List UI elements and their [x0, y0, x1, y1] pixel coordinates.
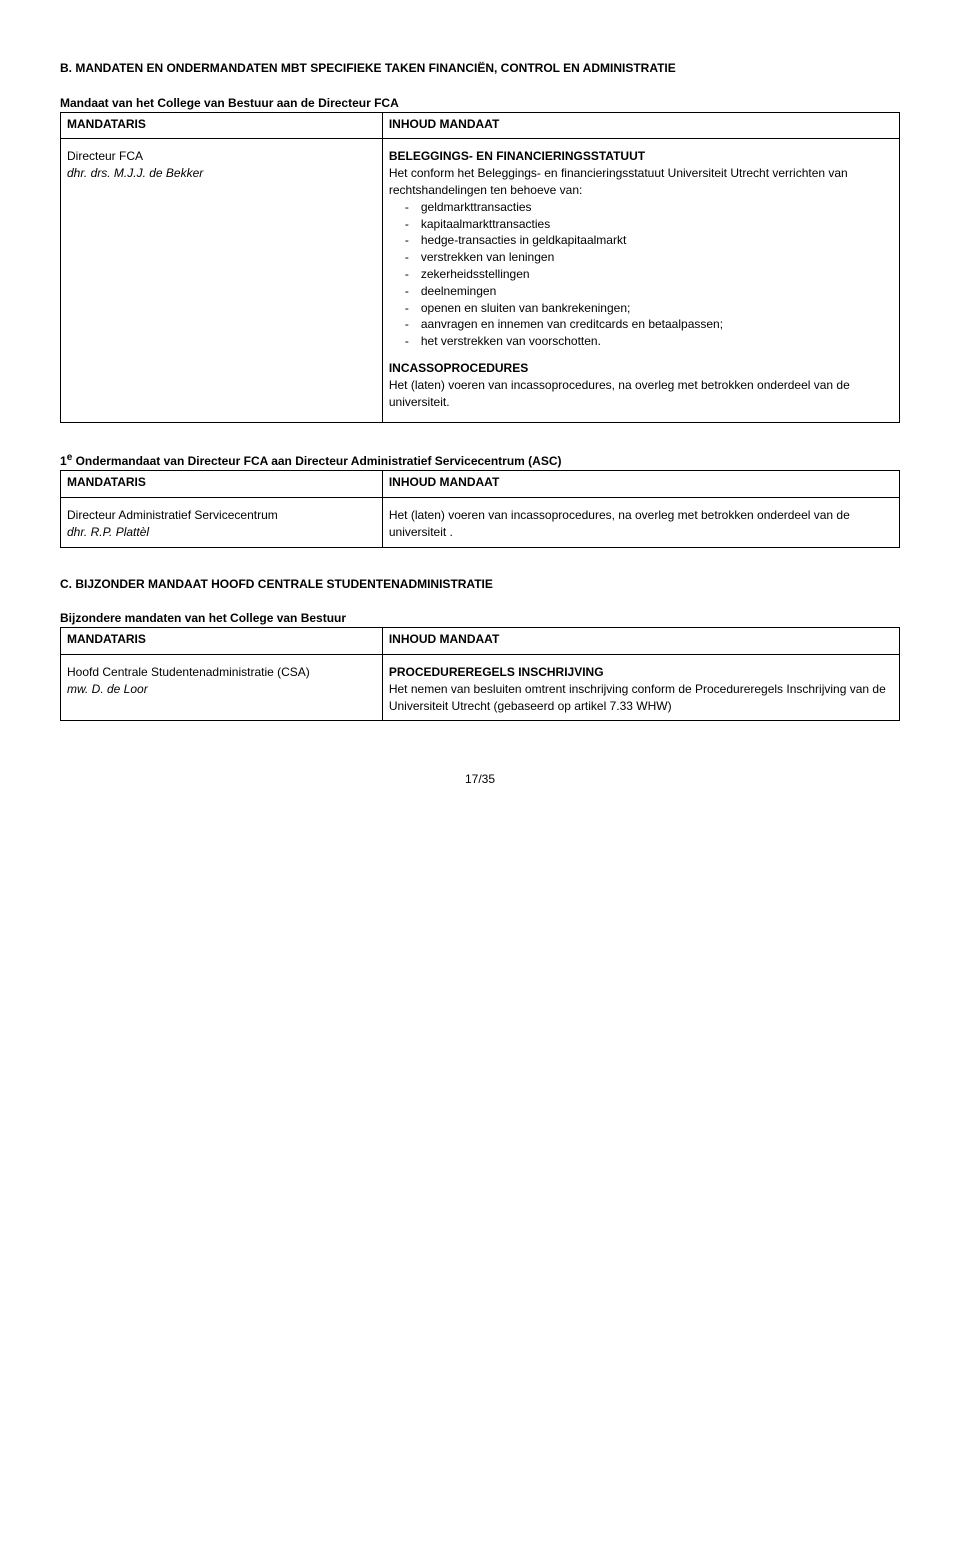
list-item: verstrekken van leningen [389, 249, 893, 266]
onder1-title: 1e Ondermandaat van Directeur FCA aan Di… [60, 451, 900, 470]
list-item: aanvragen en innemen van creditcards en … [389, 316, 893, 333]
onder1-text: Het (laten) voeren van incassoprocedures… [389, 507, 893, 541]
table-c-right-head: INHOUD MANDAAT [382, 628, 899, 655]
mandataris-name: dhr. R.P. Plattèl [67, 524, 376, 541]
table-b-left-head: MANDATARIS [61, 112, 383, 139]
mandataris-role: Directeur Administratief Servicecentrum [67, 507, 376, 524]
b1-list: geldmarkttransacties kapitaalmarkttransa… [389, 199, 893, 350]
c1-title: PROCEDUREREGELS INSCHRIJVING [389, 664, 893, 681]
b1-title: BELEGGINGS- EN FINANCIERINGSSTATUUT [389, 148, 893, 165]
b1-intro: Het conform het Beleggings- en financier… [389, 165, 893, 199]
mandataris-role: Directeur FCA [67, 148, 376, 165]
b2-title: INCASSOPROCEDURES [389, 360, 893, 377]
table-b-right-head: INHOUD MANDAAT [382, 112, 899, 139]
section-c-mandaat-head: Bijzondere mandaten van het College van … [60, 610, 900, 627]
table-b-content: BELEGGINGS- EN FINANCIERINGSSTATUUT Het … [382, 139, 899, 423]
mandataris-role: Hoofd Centrale Studentenadministratie (C… [67, 664, 376, 681]
table-c-mandataris: Hoofd Centrale Studentenadministratie (C… [61, 654, 383, 720]
onder1-title-text: 1e Ondermandaat van Directeur FCA aan Di… [60, 454, 562, 468]
b2-text: Het (laten) voeren van incassoprocedures… [389, 377, 893, 411]
section-b-title: B. MANDATEN EN ONDERMANDATEN MBT SPECIFI… [60, 60, 900, 77]
list-item: deelnemingen [389, 283, 893, 300]
table-c-content: PROCEDUREREGELS INSCHRIJVING Het nemen v… [382, 654, 899, 720]
list-item: zekerheidsstellingen [389, 266, 893, 283]
list-item: hedge-transacties in geldkapitaalmarkt [389, 232, 893, 249]
mandataris-name: mw. D. de Loor [67, 681, 376, 698]
table-c: MANDATARIS INHOUD MANDAAT Hoofd Centrale… [60, 627, 900, 721]
table-onder1: MANDATARIS INHOUD MANDAAT Directeur Admi… [60, 470, 900, 547]
list-item: kapitaalmarkttransacties [389, 216, 893, 233]
page-number: 17/35 [60, 771, 900, 788]
section-b-mandaat-head: Mandaat van het College van Bestuur aan … [60, 95, 900, 112]
list-item: openen en sluiten van bankrekeningen; [389, 300, 893, 317]
list-item: het verstrekken van voorschotten. [389, 333, 893, 350]
table-b: MANDATARIS INHOUD MANDAAT Directeur FCA … [60, 112, 900, 424]
onder1-right-head: INHOUD MANDAAT [382, 471, 899, 498]
onder1-content: Het (laten) voeren van incassoprocedures… [382, 497, 899, 547]
onder1-left-head: MANDATARIS [61, 471, 383, 498]
mandataris-name: dhr. drs. M.J.J. de Bekker [67, 165, 376, 182]
c1-text: Het nemen van besluiten omtrent inschrij… [389, 681, 893, 715]
table-b-mandataris: Directeur FCA dhr. drs. M.J.J. de Bekker [61, 139, 383, 423]
list-item: geldmarkttransacties [389, 199, 893, 216]
section-c-title: C. BIJZONDER MANDAAT HOOFD CENTRALE STUD… [60, 576, 900, 593]
onder1-mandataris: Directeur Administratief Servicecentrum … [61, 497, 383, 547]
table-c-left-head: MANDATARIS [61, 628, 383, 655]
